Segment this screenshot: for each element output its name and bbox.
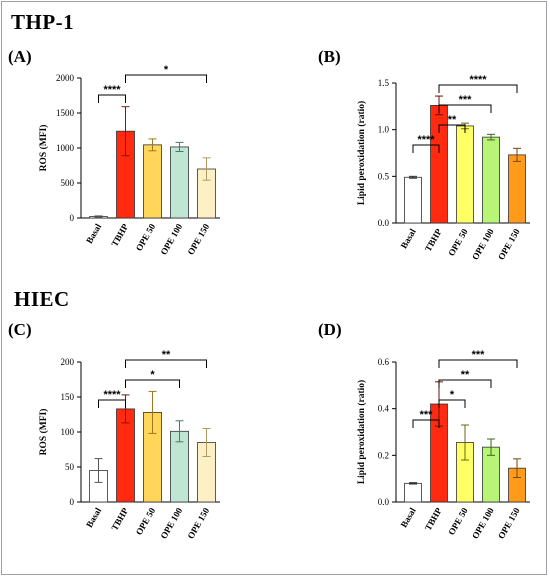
significance-bracket-d-3 xyxy=(412,419,440,428)
significance-bracket-a-0 xyxy=(125,74,207,83)
category-label-a-1: TBHP xyxy=(109,222,130,249)
category-label-c-1: TBHP xyxy=(109,506,130,533)
panel-a-chart: 0 500 1000 1500 2000 ROS (MFI) Basal TBHP OPE 50… xyxy=(32,62,262,282)
panel-c-chart: 0 50 100 150 200 ROS (MFI) Basal TBHP OPE 50 OPE … xyxy=(32,347,262,572)
category-label-a-3: OPE 100 xyxy=(158,222,184,257)
category-label-b-4: OPE 150 xyxy=(496,227,522,262)
significance-label-b-1: *** xyxy=(459,94,473,106)
significance-label-c-1: * xyxy=(150,369,155,381)
significance-bracket-c-0 xyxy=(125,359,207,368)
panel-b-chart: 0.0 0.5 1.0 1.5 Lipid peroxidation (ratio) Ba… xyxy=(352,72,546,287)
panel-d-svg: 0.0 0.2 0.4 0.6 Lipid peroxidation (ratio) Ba… xyxy=(356,349,530,541)
y-tick-label-c-1: 50 xyxy=(65,462,75,472)
panel-b-svg: 0.0 0.5 1.0 1.5 Lipid peroxidation (ratio) Ba… xyxy=(356,74,530,262)
panel-d-chart: 0.0 0.2 0.4 0.6 Lipid peroxidation (ratio) Ba… xyxy=(352,347,546,572)
y-tick-label-a-2: 1000 xyxy=(56,143,75,153)
y-tick-label-a-1: 500 xyxy=(61,178,75,188)
y-axis-label-b: Lipid peroxidation (ratio) xyxy=(356,101,367,205)
panel-letter-d: (D) xyxy=(318,320,342,339)
category-label-c-2: OPE 50 xyxy=(134,506,158,537)
category-label-c-3: OPE 100 xyxy=(158,506,184,541)
y-axis-label-c: ROS (MFI) xyxy=(38,409,49,456)
group-title-thp1: THP-1 xyxy=(11,10,75,34)
panel-letter-c: (C) xyxy=(8,320,32,339)
significance-bracket-b-3 xyxy=(412,144,440,153)
group-title-hiec: HIEC xyxy=(14,287,70,311)
bar-b-2 xyxy=(456,125,474,224)
significance-label-d-1: ** xyxy=(461,369,470,381)
category-label-d-0: Basal xyxy=(399,506,418,530)
panel-letter-a: (A) xyxy=(8,47,32,66)
category-label-b-0: Basal xyxy=(399,227,418,251)
significance-label-c-0: ** xyxy=(162,349,171,361)
bar-a-2 xyxy=(143,144,162,219)
bar-a-3 xyxy=(170,146,189,219)
significance-label-b-3: **** xyxy=(417,134,435,146)
y-tick-label-b-2: 1.0 xyxy=(378,125,390,135)
category-label-d-4: OPE 150 xyxy=(496,506,522,541)
y-tick-label-b-1: 0.5 xyxy=(378,171,390,181)
significance-label-b-2: ** xyxy=(448,114,457,126)
y-axis-label-a: ROS (MFI) xyxy=(38,125,49,172)
significance-bracket-b-1 xyxy=(438,104,492,113)
y-tick-label-c-2: 100 xyxy=(61,427,75,437)
significance-bracket-d-2 xyxy=(438,399,466,408)
y-tick-label-b-0: 0.0 xyxy=(378,218,390,228)
y-tick-label-b-3: 1.5 xyxy=(378,78,390,88)
panel-letter-b: (B) xyxy=(318,47,341,66)
bar-b-0 xyxy=(404,176,422,224)
significance-bracket-d-0 xyxy=(438,359,518,368)
category-label-a-2: OPE 50 xyxy=(134,222,158,253)
category-label-c-4: OPE 150 xyxy=(185,506,211,541)
significance-label-a-0: * xyxy=(164,64,169,76)
bar-b-4 xyxy=(508,154,526,224)
category-label-b-1: TBHP xyxy=(423,227,444,254)
category-label-a-0: Basal xyxy=(84,222,103,246)
category-label-d-1: TBHP xyxy=(423,506,444,533)
y-tick-label-d-3: 0.6 xyxy=(378,357,390,367)
y-tick-label-c-3: 150 xyxy=(61,392,75,402)
category-label-b-2: OPE 50 xyxy=(446,227,470,258)
significance-label-b-0: **** xyxy=(469,74,487,86)
y-tick-label-d-1: 0.2 xyxy=(378,450,389,460)
significance-label-a-1: **** xyxy=(103,84,121,96)
significance-label-d-2: * xyxy=(450,389,455,401)
y-tick-label-c-0: 0 xyxy=(70,497,75,507)
significance-bracket-a-1 xyxy=(98,94,126,103)
category-label-d-3: OPE 100 xyxy=(470,506,496,541)
significance-label-d-0: *** xyxy=(472,349,486,361)
significance-bracket-c-1 xyxy=(125,379,180,388)
bar-b-3 xyxy=(482,136,500,224)
significance-label-c-2: **** xyxy=(103,389,121,401)
category-label-b-3: OPE 100 xyxy=(470,227,496,262)
significance-bracket-c-2 xyxy=(98,399,126,408)
y-tick-label-d-2: 0.4 xyxy=(378,404,390,414)
category-label-a-4: OPE 150 xyxy=(185,222,211,257)
y-tick-label-a-3: 1500 xyxy=(56,108,75,118)
bar-d-0 xyxy=(404,482,422,503)
significance-bracket-d-1 xyxy=(438,379,492,388)
category-label-d-2: OPE 50 xyxy=(446,506,470,537)
y-tick-label-c-4: 200 xyxy=(61,357,75,367)
y-tick-label-a-0: 0 xyxy=(70,213,75,223)
y-tick-label-d-0: 0.0 xyxy=(378,497,390,507)
significance-bracket-b-0 xyxy=(438,84,518,93)
y-axis-label-d: Lipid peroxidation (ratio) xyxy=(356,380,367,484)
y-tick-label-a-4: 2000 xyxy=(56,73,75,83)
category-label-c-0: Basal xyxy=(84,506,103,530)
significance-bracket-b-2 xyxy=(438,124,466,133)
significance-label-d-3: *** xyxy=(420,409,434,421)
bar-b-1 xyxy=(430,105,448,224)
panel-a-svg: 0 500 1000 1500 2000 ROS (MFI) Basal TBHP OPE 50… xyxy=(38,64,220,257)
